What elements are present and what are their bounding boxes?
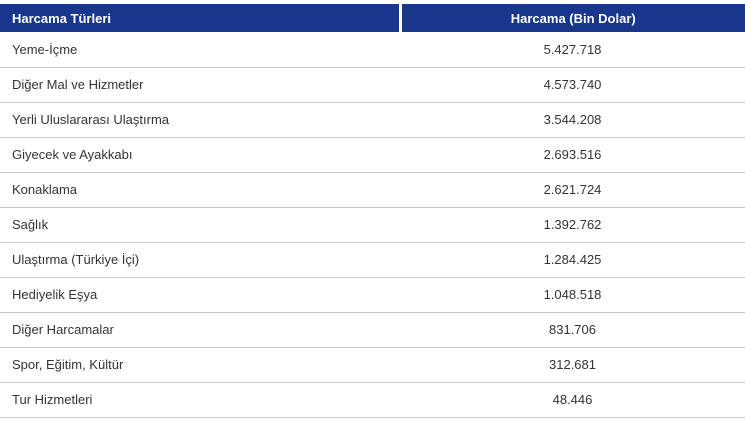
expenditure-value-cell: 831.706 [400,312,745,348]
expenditure-type-cell: Tur Hizmetleri [0,382,400,418]
expenditure-type-cell: Diğer Mal ve Hizmetler [0,67,400,103]
expenditure-value-cell: 3.544.208 [400,102,745,138]
table-row: Spor, Eğitim, Kültür 312.681 [0,347,745,383]
table-row: Konaklama 2.621.724 [0,172,745,208]
expenditure-value-cell: 4.573.740 [400,67,745,103]
column-header-expenditure-type: Harcama Türleri [0,4,400,32]
expenditure-type-cell: Giyecek ve Ayakkabı [0,137,400,173]
expenditure-type-cell: Yeme-İçme [0,32,400,68]
expenditure-value-cell: 48.446 [400,382,745,418]
table-row: Tur Hizmetleri 48.446 [0,382,745,418]
expenditure-value-cell: 1.284.425 [400,242,745,278]
expenditure-type-cell: Ulaştırma (Türkiye İçi) [0,242,400,278]
expenditure-type-cell: Diğer Harcamalar [0,312,400,348]
expenditure-type-cell: Yerli Uluslararası Ulaştırma [0,102,400,138]
expenditure-table: Harcama Türleri Harcama (Bin Dolar) Yeme… [0,4,745,418]
table-row: Diğer Harcamalar 831.706 [0,312,745,348]
expenditure-value-cell: 1.392.762 [400,207,745,243]
column-header-expenditure-value: Harcama (Bin Dolar) [398,4,745,32]
expenditure-type-cell: Sağlık [0,207,400,243]
table-row: Hediyelik Eşya 1.048.518 [0,277,745,313]
expenditure-type-cell: Spor, Eğitim, Kültür [0,347,400,383]
table-row: Diğer Mal ve Hizmetler 4.573.740 [0,67,745,103]
table-row: Yerli Uluslararası Ulaştırma 3.544.208 [0,102,745,138]
table-row: Yeme-İçme 5.427.718 [0,32,745,68]
expenditure-value-cell: 2.693.516 [400,137,745,173]
expenditure-type-cell: Konaklama [0,172,400,208]
table-row: Ulaştırma (Türkiye İçi) 1.284.425 [0,242,745,278]
expenditure-value-cell: 1.048.518 [400,277,745,313]
expenditure-value-cell: 2.621.724 [400,172,745,208]
header-row: Harcama Türleri Harcama (Bin Dolar) [0,4,745,32]
expenditure-value-cell: 312.681 [400,347,745,383]
expenditure-type-cell: Hediyelik Eşya [0,277,400,313]
table-row: Giyecek ve Ayakkabı 2.693.516 [0,137,745,173]
expenditure-value-cell: 5.427.718 [400,32,745,68]
table-row: Sağlık 1.392.762 [0,207,745,243]
